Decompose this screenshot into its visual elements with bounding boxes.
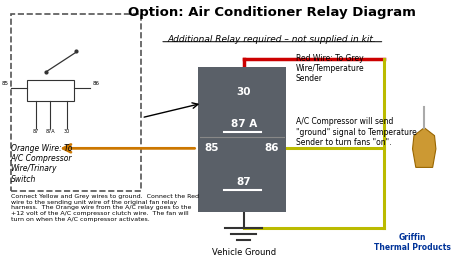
- Text: 87 A: 87 A: [230, 119, 257, 128]
- Text: 30: 30: [237, 87, 251, 97]
- Polygon shape: [412, 128, 436, 167]
- Text: 87: 87: [237, 177, 251, 187]
- Text: 87A: 87A: [46, 129, 55, 134]
- Text: Additional Relay required – not supplied in kit.: Additional Relay required – not supplied…: [168, 35, 377, 44]
- Text: Orange Wire: To
A/C Compressor
Wire/Trinary
Switch: Orange Wire: To A/C Compressor Wire/Trin…: [10, 144, 72, 184]
- Text: Griffin
Thermal Products: Griffin Thermal Products: [374, 233, 451, 252]
- Bar: [198, 67, 286, 212]
- Text: 86: 86: [92, 81, 100, 86]
- Text: Vehicle Ground: Vehicle Ground: [211, 248, 276, 257]
- Text: Option: Air Conditioner Relay Diagram: Option: Air Conditioner Relay Diagram: [128, 6, 416, 19]
- Text: 87: 87: [33, 129, 39, 134]
- Text: A/C Compressor will send
"ground" signal to Temperature
Sender to turn fans "on": A/C Compressor will send "ground" signal…: [296, 117, 417, 147]
- Text: 85: 85: [204, 143, 219, 153]
- Text: 85: 85: [1, 81, 8, 86]
- Text: Red Wire: To Grey
Wire/Temperature
Sender: Red Wire: To Grey Wire/Temperature Sende…: [296, 54, 365, 84]
- Bar: [27, 80, 73, 101]
- Text: 86: 86: [265, 143, 279, 153]
- Bar: [10, 14, 141, 191]
- Text: 30: 30: [64, 129, 70, 134]
- Text: Connect Yellow and Grey wires to ground.  Connect the Red
wire to the sending un: Connect Yellow and Grey wires to ground.…: [10, 194, 199, 222]
